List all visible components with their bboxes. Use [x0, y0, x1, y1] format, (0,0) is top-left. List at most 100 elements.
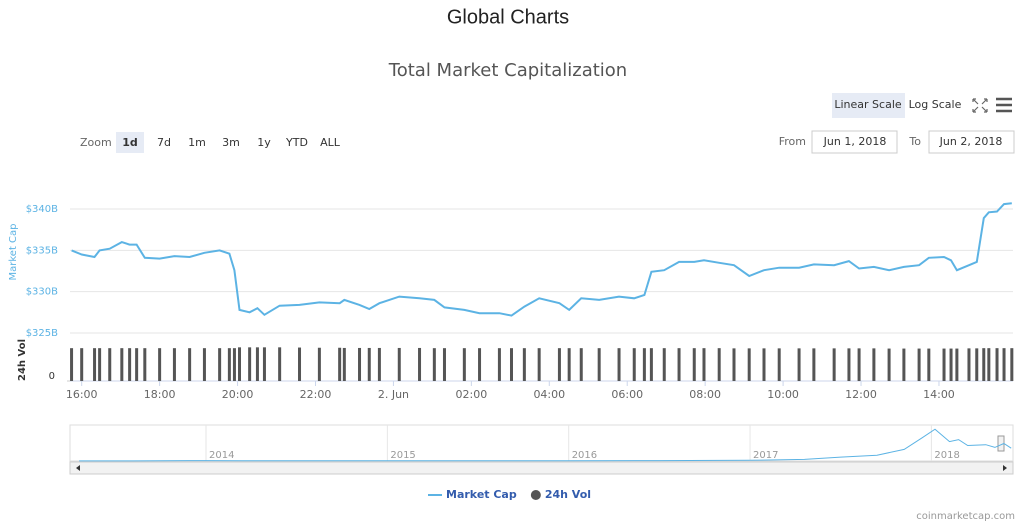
zoom-button-bg [116, 132, 144, 153]
volume-bar [497, 348, 501, 381]
volume-bar [949, 348, 953, 381]
volume-bar [202, 348, 206, 381]
volume-bar [777, 348, 781, 381]
volume-bar [478, 348, 482, 381]
y-tick-label: $325B [26, 328, 58, 339]
navigator-tick-label: 2017 [753, 450, 778, 461]
volume-bar [158, 348, 162, 381]
fullscreen-icon[interactable] [972, 98, 988, 113]
date-input[interactable] [928, 130, 1015, 154]
y-axis-label: Market Cap [8, 223, 19, 280]
volume-bar [662, 348, 666, 381]
volume-bar [747, 348, 751, 381]
volume-bar [338, 347, 342, 381]
volume-bar [342, 347, 346, 381]
scale-button[interactable]: Log Scale [909, 98, 962, 111]
volume-bar [557, 348, 561, 381]
from-value[interactable]: Jun 1, 2018 [823, 135, 887, 148]
volume-bar [995, 348, 999, 381]
x-tick-label: 22:00 [300, 388, 332, 401]
volume-bar [442, 348, 446, 381]
from-label: From [779, 135, 806, 148]
volume-bar [418, 347, 422, 381]
volume-bar [797, 348, 801, 381]
volume-bar [397, 347, 401, 381]
volume-bar [462, 348, 466, 381]
volume-bar [108, 348, 112, 381]
volume-bar [93, 348, 97, 381]
zoom-button[interactable]: ALL [320, 136, 341, 149]
volume-bar [927, 348, 931, 381]
volume-bar [617, 348, 621, 381]
legend-label[interactable]: 24h Vol [545, 488, 591, 501]
volume-bar [120, 348, 124, 381]
volume-bar [762, 348, 766, 381]
x-tick-label: 02:00 [456, 388, 488, 401]
volume-bar [232, 348, 236, 381]
volume-bar [597, 348, 601, 381]
volume-bar [537, 348, 541, 381]
x-tick-label: 08:00 [689, 388, 721, 401]
volume-bar [702, 348, 706, 381]
volume-bar [857, 348, 861, 381]
date-input[interactable] [811, 130, 898, 154]
x-tick-label: 16:00 [66, 388, 98, 401]
navigator-tick-label: 2016 [572, 450, 597, 461]
volume-bar [98, 348, 102, 381]
y-tick-label: $340B [26, 204, 58, 215]
volume-bar [677, 348, 681, 381]
scale-button[interactable]: Linear Scale [834, 98, 902, 111]
volume-bar [128, 348, 132, 381]
x-tick-label: 20:00 [222, 388, 254, 401]
zoom-button[interactable]: 7d [157, 136, 171, 149]
menu-icon[interactable] [996, 97, 1012, 113]
chart-title: Total Market Capitalization [388, 60, 627, 81]
volume-bar [955, 348, 959, 381]
volume-bar [218, 348, 222, 381]
x-tick-label: 12:00 [845, 388, 877, 401]
y-tick-label: $335B [26, 245, 58, 256]
volume-bar [917, 348, 921, 381]
volume-bar [172, 348, 176, 381]
volume-bar [358, 347, 362, 381]
legend-symbol[interactable] [530, 490, 541, 500]
volume-bar [135, 348, 139, 381]
zoom-button[interactable]: 1m [188, 136, 206, 149]
volume-bar [649, 348, 653, 381]
scrollbar[interactable] [69, 461, 1014, 475]
zoom-button[interactable]: 3m [222, 136, 240, 149]
volume-bar [1010, 348, 1014, 381]
volume-bar [377, 347, 381, 381]
volume-bar [642, 348, 646, 381]
page-title: Global Charts [447, 6, 569, 28]
y-tick-label: $330B [26, 287, 58, 298]
volume-bar [942, 348, 946, 381]
volume-bar [982, 348, 986, 381]
legend-label[interactable]: Market Cap [446, 488, 517, 501]
volume-bar [902, 348, 906, 381]
zoom-button[interactable]: YTD [285, 136, 308, 149]
volume-bar [509, 348, 513, 381]
volume-bar [887, 348, 891, 381]
volume-bar [238, 347, 242, 381]
button-bg [832, 93, 905, 118]
volume-bar [632, 348, 636, 381]
y2-tick-label: 0 [49, 371, 55, 382]
volume-bar [298, 347, 302, 381]
volume-bar [317, 347, 321, 381]
volume-bar [975, 348, 979, 381]
volume-bar [1002, 348, 1006, 381]
volume-bar [847, 348, 851, 381]
to-value[interactable]: Jun 2, 2018 [939, 135, 1003, 148]
volume-bar [692, 348, 696, 381]
zoom-button[interactable]: 1y [257, 136, 271, 149]
navigator-tick-label: 2014 [209, 450, 234, 461]
volume-bar [262, 347, 266, 381]
x-tick-label: 04:00 [533, 388, 565, 401]
volume-bar [367, 347, 371, 381]
x-tick-label: 10:00 [767, 388, 799, 401]
volume-bar [143, 348, 147, 381]
zoom-button[interactable]: 1d [122, 136, 138, 149]
y2-axis-label: 24h Vol [17, 339, 28, 381]
